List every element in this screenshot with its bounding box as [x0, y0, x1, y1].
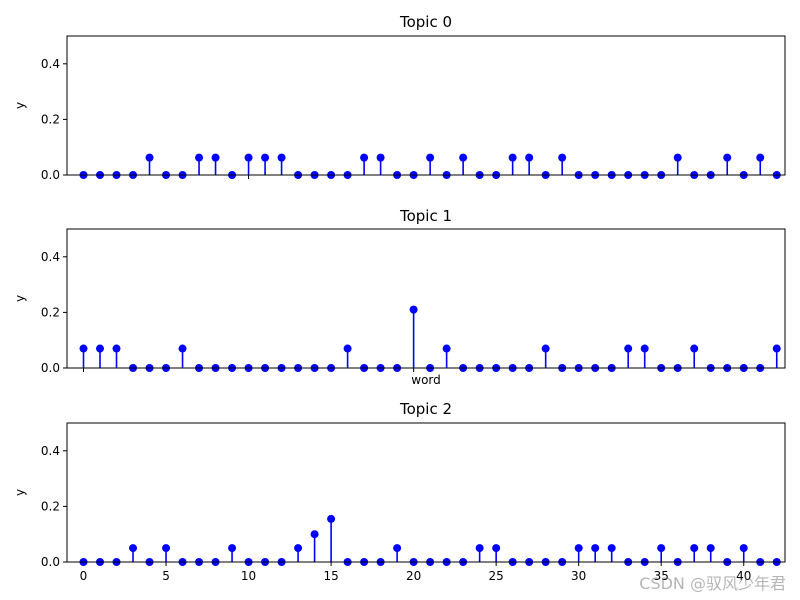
stem-marker [393, 544, 402, 553]
stem-marker [145, 153, 154, 162]
y-tick-label: 0.0 [41, 361, 60, 375]
stem-marker [327, 514, 336, 523]
plot-frame [66, 228, 786, 369]
stem-marker [657, 544, 666, 553]
stem-marker [195, 153, 204, 162]
stem-marker [607, 544, 616, 553]
y-tick-label: 0.2 [41, 499, 60, 513]
stem-marker [310, 530, 319, 539]
y-tick-label: 0.4 [41, 250, 60, 264]
stem-marker [376, 153, 385, 162]
stem-marker [640, 344, 649, 353]
stem-marker [574, 544, 583, 553]
watermark-text: CSDN @驭风少年君 [639, 574, 786, 593]
stem-marker [112, 344, 121, 353]
stem-marker [244, 153, 253, 162]
stem-marker [228, 544, 237, 553]
stem-marker [261, 153, 270, 162]
stem-marker [558, 153, 567, 162]
stem-marker [690, 344, 699, 353]
plot-frame [66, 35, 786, 176]
stem-marker [525, 153, 534, 162]
stem-marker [360, 153, 369, 162]
stem-marker [772, 344, 781, 353]
stem-marker [756, 153, 765, 162]
stem-marker [96, 344, 105, 353]
x-tick-label: 10 [241, 569, 256, 583]
subplot-title: Topic 0 [399, 13, 452, 31]
x-axis-label: word [411, 373, 441, 387]
y-tick-label: 0.0 [41, 555, 60, 569]
y-tick-label: 0.0 [41, 168, 60, 182]
stem-marker [294, 544, 303, 553]
stem-marker [129, 544, 138, 553]
y-axis-label: y [13, 102, 27, 109]
stem-marker [178, 344, 187, 353]
stem-marker [162, 544, 171, 553]
stem-marker [492, 544, 501, 553]
subplot-topic-0: Topic 0 0.0 0.2 0.4 y [13, 13, 786, 182]
stem-marker [475, 544, 484, 553]
x-tick-label: 15 [323, 569, 338, 583]
stem-marker [591, 544, 600, 553]
subplot-title: Topic 1 [399, 207, 452, 225]
y-tick-label: 0.4 [41, 57, 60, 71]
plot-frame [66, 422, 786, 563]
y-tick-label: 0.4 [41, 444, 60, 458]
x-tick-label: 30 [571, 569, 586, 583]
y-axis-label: y [13, 295, 27, 302]
subplot-title: Topic 2 [399, 400, 452, 418]
stem-marker [79, 344, 88, 353]
stem-marker [624, 344, 633, 353]
x-tick-label: 35 [654, 569, 669, 583]
x-tick-label: 5 [162, 569, 170, 583]
stem-marker [706, 544, 715, 553]
stem-marker [739, 544, 748, 553]
stem-marker [459, 153, 468, 162]
stem-marker [541, 344, 550, 353]
y-tick-label: 0.2 [41, 112, 60, 126]
subplot-topic-1: Topic 1 0.0 0.2 0.4 y word [13, 207, 786, 387]
y-axis-label: y [13, 489, 27, 496]
stem-marker [690, 544, 699, 553]
y-tick-label: 0.2 [41, 305, 60, 319]
stem-marker [211, 153, 220, 162]
stem-marker [723, 153, 732, 162]
x-tick-label: 0 [80, 569, 88, 583]
x-tick-label: 25 [489, 569, 504, 583]
stem-marker [277, 153, 286, 162]
stem-marker [426, 153, 435, 162]
stem-marker [508, 153, 517, 162]
stem-marker [343, 344, 352, 353]
stem-marker [442, 344, 451, 353]
stem-marker [673, 153, 682, 162]
x-tick-label: 40 [736, 569, 751, 583]
x-tick-label: 20 [406, 569, 421, 583]
stem-marker [409, 305, 418, 314]
subplot-topic-2: Topic 2 0.0 0.2 0.4 y 0 5 10 15 20 25 30 35 40 [13, 400, 786, 583]
